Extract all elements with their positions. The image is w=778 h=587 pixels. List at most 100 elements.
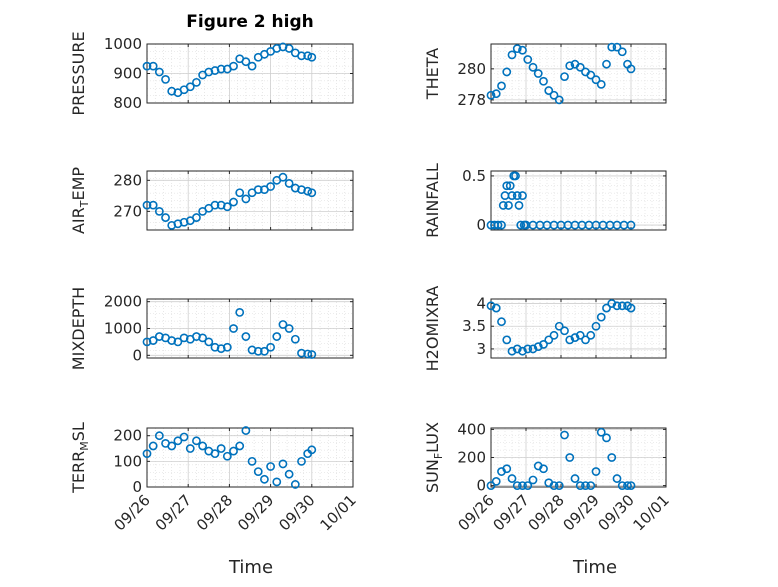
y-tick-label: 900: [113, 65, 142, 83]
data-point: [544, 335, 554, 345]
y-tick-label: 100: [113, 452, 142, 470]
data-point: [512, 191, 522, 200]
data-point: [565, 453, 575, 462]
data-point: [560, 72, 569, 82]
data-point: [575, 481, 585, 490]
data-point: [161, 75, 170, 84]
data-point: [570, 474, 580, 483]
data-point: [229, 446, 238, 456]
data-point: [247, 345, 257, 355]
data-point: [284, 179, 294, 188]
data-point: [549, 481, 559, 490]
data-point: [142, 337, 152, 347]
x-tick-label: 09/27: [490, 491, 533, 534]
data-point: [512, 481, 522, 490]
y-tick-label: 270: [113, 202, 142, 220]
data-point: [491, 303, 501, 313]
x-tick-label: 09/28: [193, 491, 236, 534]
data-point: [307, 52, 317, 62]
data-point: [216, 444, 226, 453]
data-point: [502, 335, 512, 345]
data-point: [612, 301, 622, 311]
data-point: [518, 191, 527, 200]
data-point: [523, 481, 533, 490]
y-tick-label: 280: [457, 60, 486, 78]
data-point: [247, 61, 257, 71]
data-point: [486, 90, 496, 100]
data-point: [502, 67, 512, 77]
data-point: [307, 445, 317, 455]
data-point: [216, 64, 226, 74]
data-point: [516, 220, 526, 230]
data-point: [617, 47, 627, 57]
axes-box: [146, 170, 354, 231]
data-point: [591, 467, 601, 476]
data-point: [192, 436, 201, 446]
data-point: [498, 201, 508, 210]
data-point: [591, 321, 601, 331]
y-tick-label: 0.5: [462, 167, 486, 185]
data-point: [626, 220, 636, 230]
data-point: [307, 188, 317, 198]
data-point: [518, 346, 527, 356]
data-point: [148, 441, 158, 451]
data-point: [539, 76, 548, 86]
data-point: [528, 344, 538, 354]
data-point: [235, 188, 245, 198]
data-point: [596, 427, 606, 437]
data-point: [560, 326, 569, 336]
data-point: [253, 346, 263, 356]
y-tick-label: 0: [476, 477, 486, 495]
x-tick-label: 09/29: [234, 491, 277, 534]
data-point: [612, 474, 622, 483]
data-point: [192, 77, 201, 87]
data-point: [507, 474, 517, 483]
data-point: [602, 433, 611, 443]
y-tick-label: 400: [457, 420, 486, 438]
data-point: [523, 344, 533, 354]
data-point: [497, 317, 506, 327]
subplot-4: 0 0.5 RAINFALL: [423, 163, 667, 238]
data-point: [284, 324, 294, 333]
data-point: [222, 451, 232, 461]
data-point: [241, 332, 251, 341]
y-tick-label: 278: [457, 91, 486, 109]
data-point: [505, 181, 515, 191]
ylabel-8: SUNFLUX: [423, 422, 445, 493]
data-point: [507, 346, 517, 356]
data-point: [570, 333, 580, 342]
data-point: [549, 90, 559, 100]
data-point: [297, 456, 306, 466]
data-point: [626, 64, 636, 74]
data-point: [210, 342, 220, 352]
data-point: [297, 51, 306, 61]
data-point: [148, 336, 158, 345]
data-point: [491, 89, 501, 99]
data-point: [554, 481, 564, 490]
x-tick-label: 09/30: [595, 491, 638, 534]
data-point: [192, 332, 201, 341]
x-tick-label: 09/29: [560, 491, 603, 534]
data-point: [512, 44, 522, 54]
data-point: [539, 464, 548, 474]
data-point: [278, 459, 288, 469]
ylabel-7: TERRMSL: [69, 422, 91, 494]
data-point: [307, 350, 317, 359]
ylabel-6: H2OMIXRA: [423, 286, 442, 372]
x-tick-label: 09/27: [152, 491, 195, 534]
data-point: [554, 321, 564, 331]
y-tick-label: 200: [113, 427, 142, 445]
data-point: [148, 200, 158, 210]
data-point: [148, 61, 158, 71]
data-point: [575, 62, 585, 72]
axes-box: [490, 43, 667, 104]
data-point: [142, 449, 152, 459]
data-point: [266, 342, 275, 352]
data-point: [284, 44, 294, 53]
data-point: [533, 342, 543, 352]
data-point: [266, 182, 275, 191]
y-tick-label: 0: [132, 478, 142, 496]
